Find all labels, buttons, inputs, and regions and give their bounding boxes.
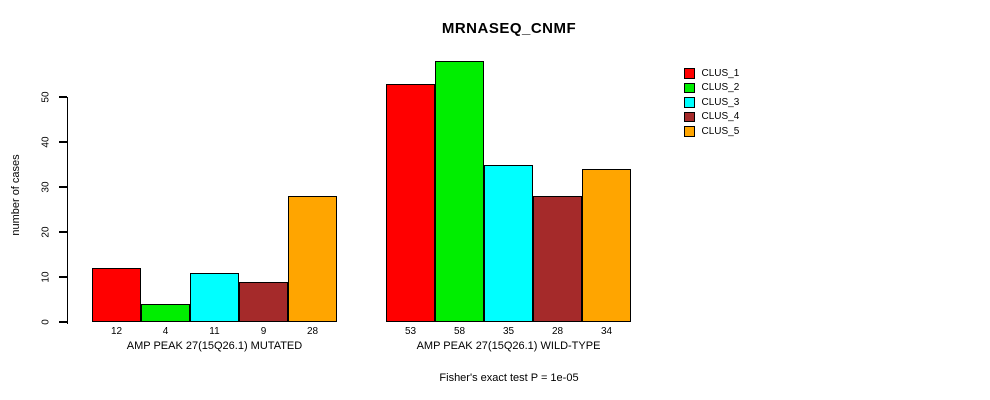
legend-swatch-icon xyxy=(684,82,695,93)
bar-clus_5 xyxy=(582,169,631,322)
bar-clus_4 xyxy=(533,196,582,322)
group-label: AMP PEAK 27(15Q26.1) MUTATED xyxy=(126,340,303,352)
legend-swatch-icon xyxy=(684,111,695,122)
y-tick-label: 20 xyxy=(40,226,52,238)
bar-clus_4 xyxy=(239,281,288,322)
y-tick-label: 40 xyxy=(40,136,52,148)
legend-row: CLUS_5 xyxy=(684,124,739,139)
y-axis-tick xyxy=(59,231,67,233)
bar-clus_1 xyxy=(386,83,435,322)
bar-value-label: 11 xyxy=(209,326,220,337)
bar-value-label: 34 xyxy=(600,326,613,337)
y-axis-tick xyxy=(59,141,67,143)
y-axis-label: number of cases xyxy=(10,154,22,236)
legend-label: CLUS_1 xyxy=(701,67,740,79)
legend-swatch-icon xyxy=(684,68,695,79)
y-axis-tick xyxy=(59,186,67,188)
legend-row: CLUS_2 xyxy=(684,81,739,96)
y-axis-line xyxy=(66,97,68,324)
bar-clus_1 xyxy=(92,268,141,322)
y-axis-tick xyxy=(59,276,67,278)
legend-label: CLUS_3 xyxy=(701,96,740,108)
bar-value-label: 12 xyxy=(110,326,123,337)
group-label: AMP PEAK 27(15Q26.1) WILD-TYPE xyxy=(416,340,601,352)
legend-row: CLUS_3 xyxy=(684,95,739,110)
legend-label: CLUS_5 xyxy=(701,125,740,137)
y-tick-label: 50 xyxy=(40,91,52,103)
bar-value-label: 53 xyxy=(404,326,417,337)
y-tick-label: 0 xyxy=(40,319,52,325)
bar-clus_3 xyxy=(190,272,239,322)
bar-value-label: 9 xyxy=(260,326,267,337)
legend-label: CLUS_4 xyxy=(701,111,740,123)
legend-swatch-icon xyxy=(684,126,695,137)
chart-title: MRNASEQ_CNMF xyxy=(441,20,577,37)
bar-value-label: 58 xyxy=(453,326,466,337)
bar-value-label: 28 xyxy=(306,326,319,337)
bar-value-label: 4 xyxy=(162,326,169,337)
legend: CLUS_1 CLUS_2 CLUS_3 CLUS_4 CLUS_5 xyxy=(684,66,739,139)
legend-swatch-icon xyxy=(684,97,695,108)
legend-row: CLUS_1 xyxy=(684,66,739,81)
bar-value-label: 35 xyxy=(502,326,515,337)
bar-clus_2 xyxy=(141,304,190,322)
caption: Fisher's exact test P = 1e-05 xyxy=(439,372,579,384)
y-tick-label: 30 xyxy=(40,181,52,193)
bar-value-label: 28 xyxy=(551,326,564,337)
y-tick-label: 10 xyxy=(40,271,52,283)
y-axis-tick xyxy=(59,96,67,98)
bar-clus_3 xyxy=(484,164,533,322)
bar-clus_5 xyxy=(288,196,337,322)
y-axis-tick xyxy=(59,321,67,323)
legend-label: CLUS_2 xyxy=(701,82,740,94)
legend-row: CLUS_4 xyxy=(684,110,739,125)
bar-clus_2 xyxy=(435,61,484,322)
